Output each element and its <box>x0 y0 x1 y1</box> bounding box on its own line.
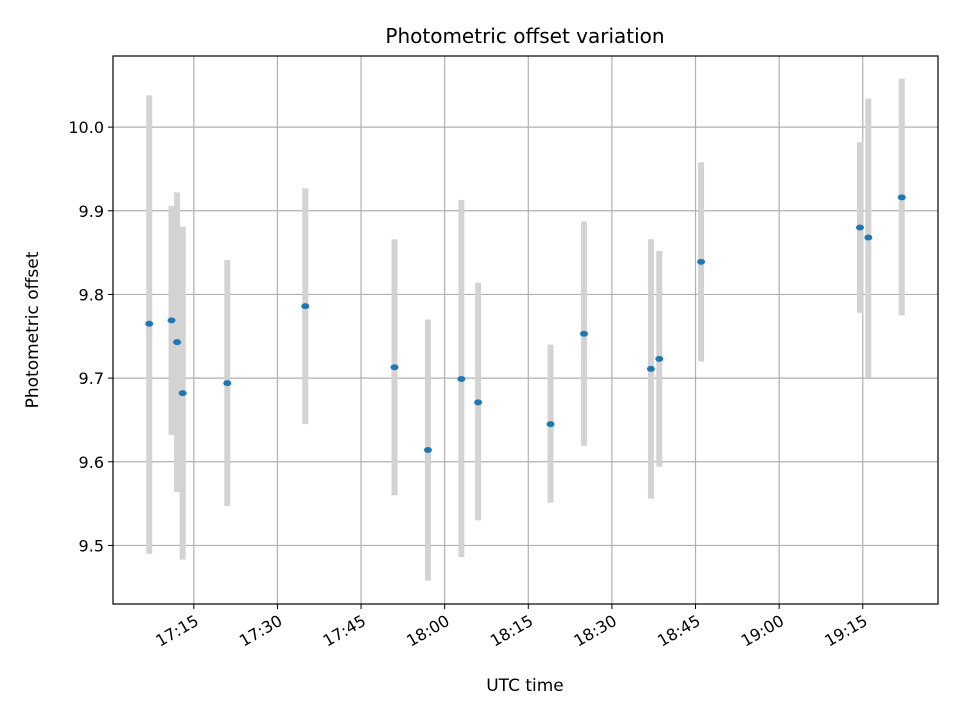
data-point <box>173 339 182 346</box>
data-point <box>390 364 399 371</box>
data-point <box>855 224 864 231</box>
x-axis-label: UTC time <box>486 676 564 696</box>
data-point <box>167 317 176 324</box>
data-points <box>145 194 906 454</box>
y-tick-label: 9.7 <box>79 369 104 388</box>
y-tick-label: 9.5 <box>79 536 104 555</box>
y-axis-label: Photometric offset <box>23 251 43 408</box>
data-point <box>655 355 664 362</box>
data-point <box>178 390 187 397</box>
data-point <box>646 365 655 372</box>
data-point <box>223 380 232 387</box>
data-point <box>423 447 432 454</box>
data-point <box>145 320 154 327</box>
y-axis-ticks: 9.5 9.6 9.7 9.8 9.9 10.0 <box>68 118 113 555</box>
data-point <box>580 330 589 337</box>
data-point <box>301 303 310 310</box>
data-point <box>546 421 555 428</box>
data-point <box>457 375 466 382</box>
plot-frame <box>112 55 939 605</box>
y-tick-label: 9.9 <box>79 202 104 221</box>
data-point <box>474 399 483 406</box>
y-tick-label: 9.8 <box>79 285 104 304</box>
data-point <box>864 234 873 241</box>
data-point <box>697 258 706 265</box>
y-tick-label: 10.0 <box>68 118 104 137</box>
plot-area <box>113 56 938 604</box>
chart-title: Photometric offset variation <box>385 24 664 48</box>
y-tick-label: 9.6 <box>79 453 104 472</box>
data-point <box>897 194 906 201</box>
